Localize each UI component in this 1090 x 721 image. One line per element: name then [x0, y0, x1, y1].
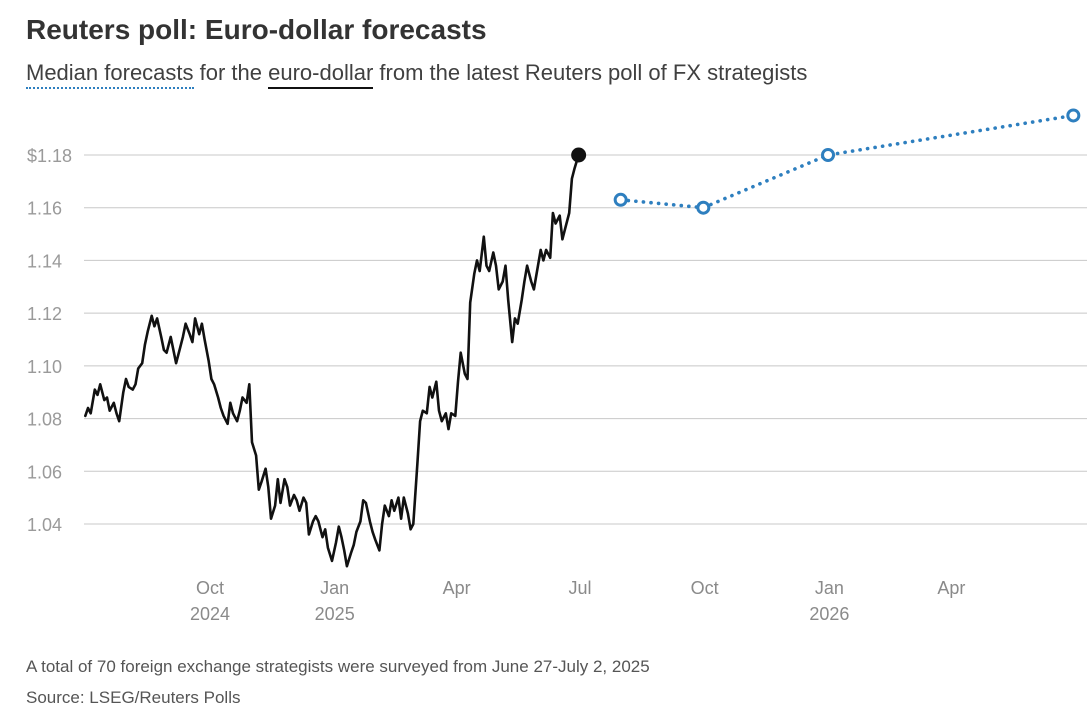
y-axis-labels: 1.04 1.06 1.08 1.10 1.12 1.14 1.16 $1.18: [27, 146, 72, 535]
y-tick-label: 1.10: [27, 357, 62, 377]
latest-rate-point: [571, 147, 587, 163]
y-tick-label: 1.16: [27, 199, 62, 219]
x-tick-year-label: 2024: [190, 604, 230, 624]
forecast-point: [821, 148, 836, 162]
subtitle-median-legend: Median forecasts: [26, 60, 194, 89]
x-tick-label: Jul: [568, 578, 591, 598]
source-note: Source: LSEG/Reuters Polls: [26, 688, 241, 707]
y-tick-label: 1.14: [27, 251, 62, 271]
subtitle-text: from the latest Reuters poll of FX strat…: [373, 60, 808, 85]
gridlines: [84, 154, 1087, 525]
x-tick-label: Oct: [196, 578, 224, 598]
y-tick-label: 1.04: [27, 515, 62, 535]
y-tick-label: 1.06: [27, 462, 62, 482]
y-tick-label: 1.12: [27, 304, 62, 324]
forecast-point: [1066, 108, 1081, 123]
median-forecast-line: [618, 113, 1076, 210]
chart-subtitle: Median forecasts for the euro-dollar fro…: [26, 60, 808, 89]
x-axis-labels: Oct 2024 Jan 2025 Apr Jul Oct Jan 2026 Apr: [190, 578, 965, 624]
x-tick-year-label: 2026: [809, 604, 849, 624]
subtitle-eurodollar-legend: euro-dollar: [268, 60, 374, 89]
line-chart: 1.04 1.06 1.08 1.10 1.12 1.14 1.16 $1.18 Oct 202…: [27, 108, 1087, 624]
x-tick-year-label: 2025: [315, 604, 355, 624]
x-tick-label: Jan: [815, 578, 844, 598]
chart-title: Reuters poll: Euro-dollar forecasts: [26, 14, 487, 45]
forecast-point: [696, 200, 711, 215]
forecast-point: [613, 192, 628, 207]
series-layer: [84, 108, 1081, 568]
x-tick-label: Apr: [443, 578, 471, 598]
y-tick-label: $1.18: [27, 146, 72, 166]
actual-eurodollar-line: [84, 153, 580, 568]
footnote: A total of 70 foreign exchange strategis…: [26, 657, 650, 676]
y-tick-label: 1.08: [27, 410, 62, 430]
x-tick-label: Oct: [691, 578, 719, 598]
x-tick-label: Jan: [320, 578, 349, 598]
subtitle-text: for the: [193, 60, 269, 85]
x-tick-label: Apr: [937, 578, 965, 598]
